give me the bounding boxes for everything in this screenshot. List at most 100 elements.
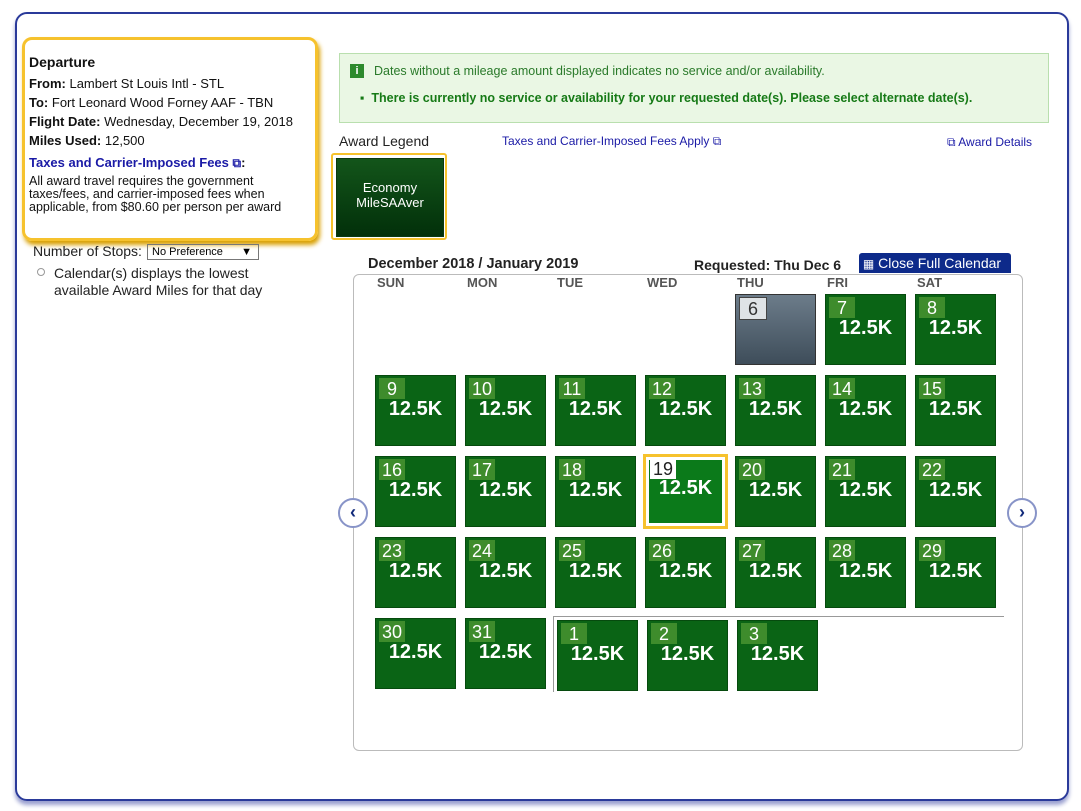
day-number: 25: [559, 540, 585, 561]
day-cell[interactable]: 29 12.5K: [915, 537, 996, 608]
award-miles: 12.5K: [388, 398, 443, 420]
award-miles: 12.5K: [748, 560, 803, 582]
details-link[interactable]: Award Details: [958, 135, 1033, 149]
day-cell[interactable]: 13 12.5K: [735, 375, 816, 446]
label: Flight Date:: [29, 114, 101, 129]
award-miles: 12.5K: [658, 560, 713, 582]
day-cell[interactable]: 11 12.5K: [555, 375, 636, 446]
weekday-label: SAT: [917, 275, 943, 290]
day-cell[interactable]: 8 12.5K: [915, 294, 996, 365]
day-cell[interactable]: 15 12.5K: [915, 375, 996, 446]
day-number: 17: [469, 459, 495, 480]
month-divider: [553, 616, 1004, 692]
day-cell[interactable]: 23 12.5K: [375, 537, 456, 608]
day-number: 30: [379, 621, 405, 642]
day-number: 13: [739, 378, 765, 399]
day-cell[interactable]: 12 12.5K: [645, 375, 726, 446]
notice-info: Dates without a mileage amount displayed…: [374, 64, 825, 78]
day-number: 7: [829, 297, 855, 318]
day-cell[interactable]: 2 12.5K: [647, 620, 728, 691]
departure-title: Departure: [29, 54, 96, 70]
day-cell[interactable]: 30 12.5K: [375, 618, 456, 689]
day-cell[interactable]: 6: [735, 294, 816, 365]
award-miles: 12.5K: [660, 643, 715, 665]
day-number: 24: [469, 540, 495, 561]
calendar-icon: ▦: [862, 257, 875, 271]
award-miles: 12.5K: [928, 479, 983, 501]
weekday-label: MON: [467, 275, 498, 290]
day-cell[interactable]: 17 12.5K: [465, 456, 546, 527]
stops-select[interactable]: No Preference ▼: [147, 244, 259, 260]
day-cell[interactable]: 3 12.5K: [737, 620, 818, 691]
day-cell[interactable]: 9 12.5K: [375, 375, 456, 446]
award-miles: 12.5K: [838, 398, 893, 420]
day-cell[interactable]: 24 12.5K: [465, 537, 546, 608]
departure-panel: Departure From: Lambert St Louis Intl - …: [22, 37, 318, 241]
day-cell[interactable]: 7 12.5K: [825, 294, 906, 365]
prev-month-button[interactable]: ‹: [338, 498, 368, 528]
colon: :: [241, 155, 246, 170]
day-cell[interactable]: 31 12.5K: [465, 618, 546, 689]
day-number: 31: [469, 621, 495, 642]
day-number: 22: [919, 459, 945, 480]
miles-row: Miles Used: 12,500: [29, 133, 145, 148]
day-cell[interactable]: 22 12.5K: [915, 456, 996, 527]
weekday-label: SUN: [377, 275, 405, 290]
close-label: Close Full Calendar: [878, 255, 1002, 271]
award-tile: Economy MileSAAver: [336, 158, 444, 237]
close-calendar-button[interactable]: ▦ Close Full Calendar: [859, 253, 1011, 273]
calendar-title: December 2018 / January 2019: [368, 256, 579, 272]
award-legend-box[interactable]: Economy MileSAAver: [331, 153, 447, 240]
next-month-button[interactable]: ›: [1007, 498, 1037, 528]
day-number: 21: [829, 459, 855, 480]
day-cell[interactable]: 21 12.5K: [825, 456, 906, 527]
day-number: 1: [561, 623, 587, 644]
external-icon: ⧉: [712, 134, 722, 148]
award-miles: 12.5K: [568, 398, 623, 420]
award-line: MileSAAver: [356, 195, 424, 210]
award-miles: 12.5K: [388, 479, 443, 501]
label: To:: [29, 95, 49, 110]
award-miles: 12.5K: [570, 643, 625, 665]
day-cell[interactable]: 14 12.5K: [825, 375, 906, 446]
error-text: There is currently no service or availab…: [371, 91, 973, 105]
bullet: [37, 268, 45, 276]
day-number: 2: [651, 623, 677, 644]
award-miles: 12.5K: [568, 560, 623, 582]
stops-value: No Preference: [152, 246, 223, 258]
day-cell[interactable]: 26 12.5K: [645, 537, 726, 608]
day-number: 12: [649, 378, 675, 399]
taxes-link[interactable]: Taxes and Carrier-Imposed Fees Apply: [502, 134, 710, 148]
weekday-label: TUE: [557, 275, 583, 290]
day-number: 8: [919, 297, 945, 318]
day-cell[interactable]: 25 12.5K: [555, 537, 636, 608]
day-cell[interactable]: 18 12.5K: [555, 456, 636, 527]
fees-link[interactable]: Taxes and Carrier-Imposed Fees: [29, 155, 229, 170]
requested-date: Requested: Thu Dec 6: [694, 257, 842, 273]
day-number: 9: [379, 378, 405, 399]
award-miles: 12.5K: [478, 479, 533, 501]
award-miles: 12.5K: [750, 643, 805, 665]
day-cell[interactable]: 10 12.5K: [465, 375, 546, 446]
day-cell[interactable]: 1 12.5K: [557, 620, 638, 691]
day-number: 16: [379, 459, 405, 480]
day-cell[interactable]: 16 12.5K: [375, 456, 456, 527]
award-miles: 12.5K: [478, 641, 533, 663]
award-miles: 12.5K: [478, 398, 533, 420]
award-miles: 12.5K: [838, 479, 893, 501]
day-number: 19: [650, 458, 676, 479]
day-number: 10: [469, 378, 495, 399]
day-number: 27: [739, 540, 765, 561]
dropdown-arrow: ▼: [241, 246, 252, 258]
award-miles: 12.5K: [928, 560, 983, 582]
award-miles: 12.5K: [748, 479, 803, 501]
day-cell[interactable]: 28 12.5K: [825, 537, 906, 608]
day-cell[interactable]: 27 12.5K: [735, 537, 816, 608]
to-row: To: Fort Leonard Wood Forney AAF - TBN: [29, 95, 273, 110]
value: 12,500: [104, 133, 145, 148]
day-cell[interactable]: 19 12.5K: [643, 454, 728, 529]
award-miles: 12.5K: [388, 560, 443, 582]
day-cell[interactable]: 20 12.5K: [735, 456, 816, 527]
award-miles: 12.5K: [838, 317, 893, 339]
label: From:: [29, 76, 66, 91]
